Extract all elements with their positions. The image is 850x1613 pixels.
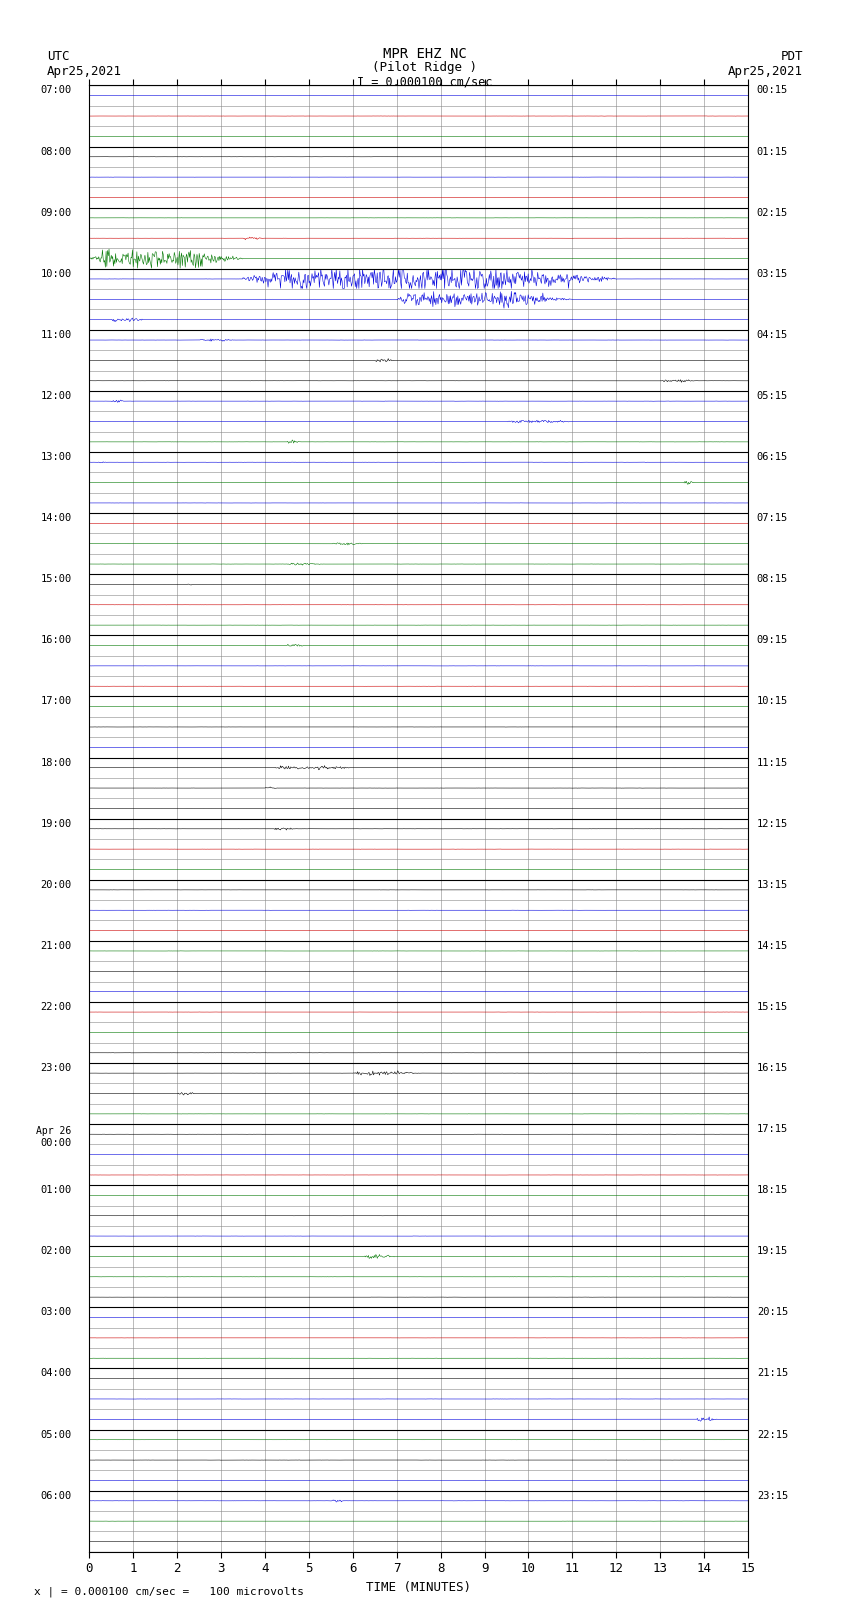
Text: 10:00: 10:00 (41, 269, 71, 279)
Text: 21:00: 21:00 (41, 940, 71, 950)
Text: 12:00: 12:00 (41, 390, 71, 402)
Text: 04:00: 04:00 (41, 1368, 71, 1379)
Text: Apr25,2021: Apr25,2021 (728, 65, 803, 77)
Text: 07:00: 07:00 (41, 85, 71, 95)
Text: (Pilot Ridge ): (Pilot Ridge ) (372, 61, 478, 74)
Text: 18:15: 18:15 (756, 1186, 788, 1195)
Text: 09:00: 09:00 (41, 208, 71, 218)
Text: UTC: UTC (47, 50, 69, 63)
Text: 09:15: 09:15 (756, 636, 788, 645)
Text: 02:15: 02:15 (756, 208, 788, 218)
Text: 03:00: 03:00 (41, 1307, 71, 1318)
Text: 05:00: 05:00 (41, 1429, 71, 1439)
Text: 20:00: 20:00 (41, 879, 71, 890)
Text: 00:15: 00:15 (756, 85, 788, 95)
Text: 05:15: 05:15 (756, 390, 788, 402)
Text: 23:15: 23:15 (756, 1490, 788, 1500)
Text: 06:15: 06:15 (756, 452, 788, 461)
Text: x | = 0.000100 cm/sec =   100 microvolts: x | = 0.000100 cm/sec = 100 microvolts (34, 1586, 304, 1597)
Text: 23:00: 23:00 (41, 1063, 71, 1073)
Text: PDT: PDT (781, 50, 803, 63)
Text: 11:15: 11:15 (756, 758, 788, 768)
Text: 13:15: 13:15 (756, 879, 788, 890)
Text: 04:15: 04:15 (756, 331, 788, 340)
Text: 19:15: 19:15 (756, 1247, 788, 1257)
Text: Apr 26: Apr 26 (37, 1126, 71, 1136)
Text: 11:00: 11:00 (41, 331, 71, 340)
Text: 15:15: 15:15 (756, 1002, 788, 1011)
Text: Apr25,2021: Apr25,2021 (47, 65, 122, 77)
Text: 16:00: 16:00 (41, 636, 71, 645)
Text: 14:00: 14:00 (41, 513, 71, 523)
Text: 22:00: 22:00 (41, 1002, 71, 1011)
Text: 16:15: 16:15 (756, 1063, 788, 1073)
Text: 15:00: 15:00 (41, 574, 71, 584)
Text: 21:15: 21:15 (756, 1368, 788, 1379)
Text: 07:15: 07:15 (756, 513, 788, 523)
Text: 13:00: 13:00 (41, 452, 71, 461)
Text: 17:15: 17:15 (756, 1124, 788, 1134)
Text: 20:15: 20:15 (756, 1307, 788, 1318)
Text: 00:00: 00:00 (41, 1139, 71, 1148)
Text: I = 0.000100 cm/sec: I = 0.000100 cm/sec (357, 76, 493, 89)
Text: 08:00: 08:00 (41, 147, 71, 156)
Text: 14:15: 14:15 (756, 940, 788, 950)
Text: 08:15: 08:15 (756, 574, 788, 584)
Text: 19:00: 19:00 (41, 819, 71, 829)
Text: MPR EHZ NC: MPR EHZ NC (383, 47, 467, 61)
Text: 06:00: 06:00 (41, 1490, 71, 1500)
Text: 10:15: 10:15 (756, 697, 788, 706)
Text: 18:00: 18:00 (41, 758, 71, 768)
X-axis label: TIME (MINUTES): TIME (MINUTES) (366, 1581, 471, 1594)
Text: 01:15: 01:15 (756, 147, 788, 156)
Text: 02:00: 02:00 (41, 1247, 71, 1257)
Text: 12:15: 12:15 (756, 819, 788, 829)
Text: 17:00: 17:00 (41, 697, 71, 706)
Text: 22:15: 22:15 (756, 1429, 788, 1439)
Text: 01:00: 01:00 (41, 1186, 71, 1195)
Text: 03:15: 03:15 (756, 269, 788, 279)
